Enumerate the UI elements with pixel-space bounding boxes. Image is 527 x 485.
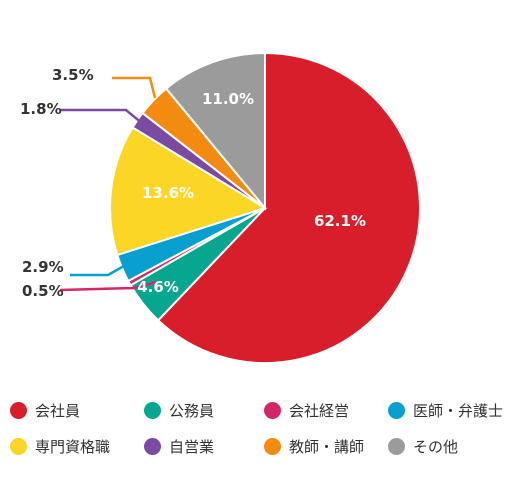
slice-value-label-1: 4.6% xyxy=(137,278,179,296)
leader-line-3 xyxy=(70,264,125,277)
legend-swatch xyxy=(264,437,281,455)
leader-line-5 xyxy=(60,108,144,125)
legend-swatch xyxy=(144,401,161,419)
legend-row-2: 専門資格職 自営業 教師・講師 その他 xyxy=(0,428,527,464)
slice-value-label-3: 2.9% xyxy=(22,258,64,276)
legend-label: 会社経営 xyxy=(289,401,350,420)
pie-slice-7 xyxy=(164,51,266,211)
pie-chart: 62.1% 4.6% 0.5% 2.9% 13.6% 1.8% 3.5% 11.0% xyxy=(20,51,421,364)
slice-value-label-6: 3.5% xyxy=(52,66,94,84)
legend-label: 医師・弁護士 xyxy=(413,401,504,420)
pie-slice-0 xyxy=(156,51,421,364)
legend-label: 会社員 xyxy=(35,401,81,420)
legend-label: 教師・講師 xyxy=(289,437,365,456)
leader-line-2 xyxy=(59,280,158,292)
legend-label: 自営業 xyxy=(169,437,215,456)
legend-item-business-owner: 会社経営 xyxy=(264,392,349,428)
slice-value-label-0: 62.1% xyxy=(314,212,366,230)
leader-line-6 xyxy=(112,76,157,99)
legend-item-teacher-lecturer: 教師・講師 xyxy=(264,428,364,464)
legend-label: 専門資格職 xyxy=(35,437,111,456)
leader-lines xyxy=(59,76,158,292)
slice-value-label-5: 1.8% xyxy=(20,100,62,118)
pie-slices xyxy=(109,51,421,364)
legend-swatch xyxy=(388,437,405,455)
legend-swatch xyxy=(10,437,27,455)
legend-label: 公務員 xyxy=(169,401,215,420)
legend-item-self-employed: 自営業 xyxy=(144,428,214,464)
legend-swatch xyxy=(388,401,405,419)
legend: 会社員 公務員 会社経営 医師・弁護士 専門資格職 自営業 教師・講師 xyxy=(0,392,527,464)
legend-item-company-employee: 会社員 xyxy=(10,392,80,428)
legend-label: その他 xyxy=(413,437,459,456)
legend-swatch xyxy=(144,437,161,455)
legend-swatch xyxy=(10,401,27,419)
slice-value-label-2: 0.5% xyxy=(22,282,64,300)
legend-item-doctor-lawyer: 医師・弁護士 xyxy=(388,392,503,428)
legend-row-1: 会社員 公務員 会社経営 医師・弁護士 xyxy=(0,392,527,428)
slice-value-label-4: 13.6% xyxy=(142,184,194,202)
slice-value-label-7: 11.0% xyxy=(202,90,254,108)
legend-item-professional: 専門資格職 xyxy=(10,428,110,464)
legend-swatch xyxy=(264,401,281,419)
pie-slice-4 xyxy=(109,126,268,257)
legend-item-civil-servant: 公務員 xyxy=(144,392,214,428)
slice-labels: 62.1% 4.6% 0.5% 2.9% 13.6% 1.8% 3.5% 11.0% xyxy=(20,66,366,300)
legend-item-other: その他 xyxy=(388,428,458,464)
